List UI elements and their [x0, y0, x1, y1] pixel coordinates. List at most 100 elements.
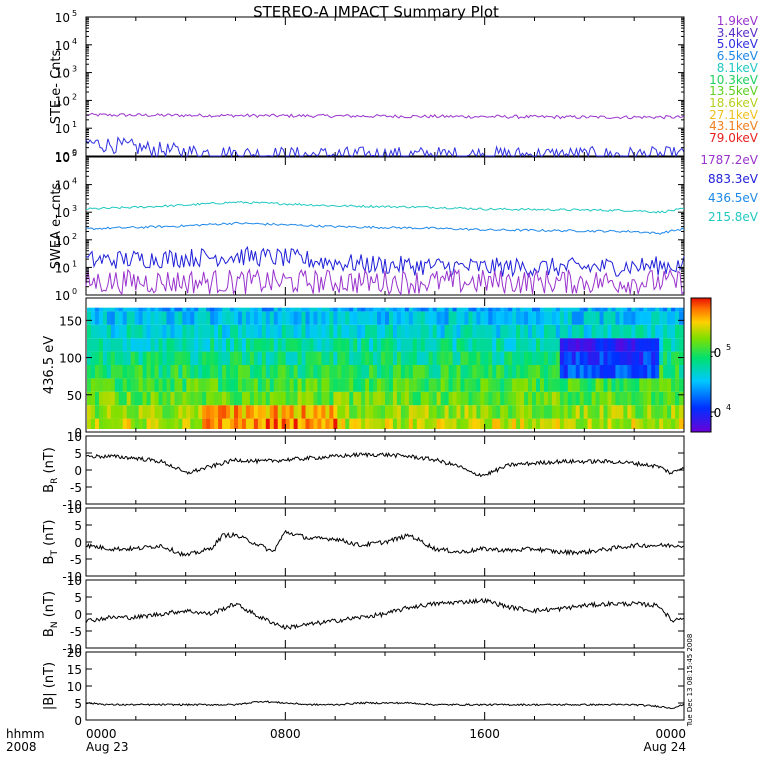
spectrogram-cell: [591, 418, 597, 429]
spectrogram-cell: [508, 418, 513, 429]
spectrogram-cell: [277, 351, 283, 365]
spectrogram-cell: [428, 351, 434, 365]
spectrogram-cell: [138, 307, 144, 312]
spectrogram-cell: [301, 405, 307, 419]
spectrogram-cell: [492, 391, 497, 406]
spectrogram-cell: [130, 324, 136, 339]
spectrogram-cell: [357, 418, 362, 429]
spectrogram-cell: [98, 405, 104, 419]
spectrogram-cell: [313, 378, 319, 392]
spectrogram-cell: [627, 418, 632, 429]
spectrogram-cell: [186, 307, 191, 312]
spectrogram-cell: [520, 378, 525, 392]
spectrogram-cell: [301, 351, 307, 365]
spectrogram-cell: [297, 324, 303, 339]
spectrogram-cell: [249, 405, 255, 419]
x-tick-date-label: Aug 24: [643, 740, 686, 754]
spectrogram-cell: [337, 324, 342, 339]
spectrogram-cell: [118, 307, 124, 312]
spectrogram-cell: [611, 338, 617, 352]
spectrogram-cell: [655, 378, 660, 392]
xaxis-row1-label: hhmm: [6, 727, 45, 741]
spectrogram-cell: [174, 307, 179, 312]
spectrogram-cell: [520, 351, 525, 365]
spectrogram-cell: [321, 311, 326, 325]
spectrogram-cell: [214, 338, 219, 352]
spectrogram-cell: [627, 365, 632, 379]
spectrogram-cell: [166, 311, 172, 325]
spectrogram-cell: [377, 307, 382, 312]
spectrogram-cell: [134, 307, 140, 312]
spectrogram-cell: [651, 378, 656, 392]
spectrogram-cell: [385, 311, 390, 325]
spectrogram-cell: [655, 324, 660, 339]
spectrogram-cell: [281, 311, 287, 325]
spectrogram-cell: [543, 391, 549, 406]
spectrogram-cell: [412, 365, 418, 379]
spectrogram-cell: [349, 365, 354, 379]
spectrogram-cell: [369, 324, 374, 339]
spectrogram-cell: [667, 351, 672, 365]
spectrogram-cell: [567, 365, 573, 379]
spectrogram-cell: [464, 365, 470, 379]
spectrogram-cell: [150, 351, 156, 365]
spectrogram-cell: [516, 324, 521, 339]
spectrogram-cell: [381, 351, 386, 365]
spectrogram-cell: [365, 311, 370, 325]
spectrogram-cell: [663, 338, 668, 352]
series-line-436.5eV: [85, 221, 685, 235]
spectrogram-cell: [404, 324, 410, 339]
spectrogram-cell: [532, 307, 537, 312]
br-ylabel: BR (nT): [42, 447, 60, 493]
spectrogram-cell: [631, 311, 636, 325]
spectrogram-cell: [416, 307, 422, 312]
spectrogram-cell: [520, 365, 525, 379]
spectrogram-cell: [428, 378, 434, 392]
spectrogram-cell: [464, 391, 470, 406]
spectrogram-cell: [392, 338, 398, 352]
spectrogram-cell: [353, 307, 358, 312]
spectrogram-cell: [281, 307, 287, 312]
spectrogram-cell: [496, 391, 501, 406]
spectrogram-cell: [492, 351, 497, 365]
spectrogram-cell: [623, 418, 628, 429]
spectrogram-cell: [146, 338, 152, 352]
spectrogram-cell: [583, 378, 589, 392]
spectrogram-cell: [194, 365, 199, 379]
spectrogram-cell: [385, 418, 390, 429]
spectrogram-cell: [408, 351, 414, 365]
bn-tick-label: -5: [70, 625, 82, 639]
spectrogram-cell: [349, 378, 354, 392]
spectrogram-cell: [516, 307, 521, 312]
spectrogram-cell: [385, 378, 390, 392]
spectrogram-cell: [667, 307, 672, 312]
ste-tick-exp: 1: [72, 120, 77, 129]
spectrogram-cell: [615, 338, 621, 352]
spectrogram-cell: [460, 338, 466, 352]
spectrogram-cell: [667, 391, 672, 406]
spectrogram-cell: [353, 391, 358, 406]
spectrogram-cell: [289, 338, 295, 352]
spectrogram-cell: [202, 391, 207, 406]
magnetic-field-lines: [85, 451, 685, 710]
ste-tick-label: 10: [55, 39, 70, 53]
spectrogram-cell: [480, 378, 485, 392]
spectrogram-cell: [500, 311, 505, 325]
spectrogram-cell: [508, 311, 513, 325]
spectrogram-cell: [94, 365, 100, 379]
spectrogram-cell: [253, 418, 259, 429]
spectrogram-cell: [202, 324, 207, 339]
spectrogram-cell: [651, 351, 656, 365]
spectrogram-cell: [408, 338, 414, 352]
spectrogram-cell: [273, 418, 279, 429]
spectrogram-cell: [162, 365, 168, 379]
spectrogram-cell: [579, 405, 585, 419]
spectrogram-cell: [547, 307, 553, 312]
spectrogram-cell: [178, 324, 183, 339]
spectrogram-cell: [667, 378, 672, 392]
spectrogram-cell: [651, 365, 656, 379]
spectrogram-cell: [182, 418, 187, 429]
spectrogram-cell: [639, 365, 644, 379]
spectrogram-cell: [563, 378, 569, 392]
spectrogram-cell: [178, 351, 183, 365]
